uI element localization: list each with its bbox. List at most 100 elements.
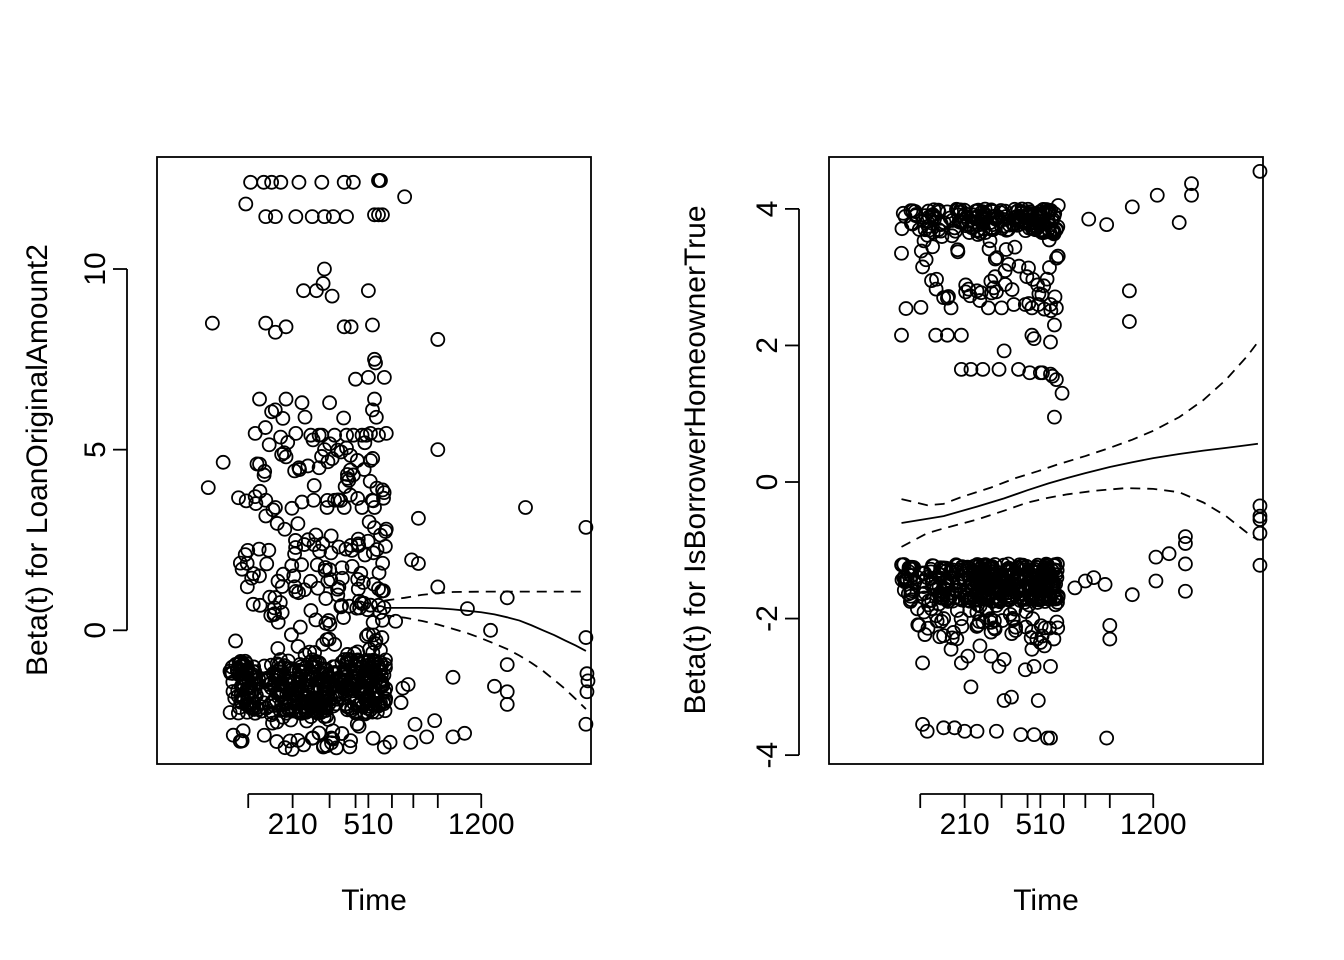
data-point-611 bbox=[232, 555, 248, 571]
data-point-480 bbox=[230, 662, 245, 678]
data-point-471 bbox=[361, 627, 376, 642]
data-point-672 bbox=[944, 228, 960, 244]
data-point-788 bbox=[1017, 662, 1033, 678]
data-point-689 bbox=[288, 209, 304, 225]
data-point-768 bbox=[1178, 536, 1193, 551]
data-point-445 bbox=[923, 601, 939, 617]
data-point-446 bbox=[1047, 591, 1063, 607]
data-point-405 bbox=[377, 657, 393, 673]
data-point-649 bbox=[1042, 260, 1057, 275]
data-point-688 bbox=[267, 209, 283, 225]
data-point-626 bbox=[336, 410, 352, 426]
data-point-766 bbox=[1161, 546, 1177, 562]
data-point-746 bbox=[936, 290, 952, 306]
data-point-511 bbox=[342, 739, 358, 755]
data-point-543 bbox=[239, 579, 255, 595]
data-point-686 bbox=[238, 196, 254, 212]
data-point-578 bbox=[234, 561, 250, 577]
data-point-512 bbox=[321, 631, 337, 647]
data-point-485 bbox=[303, 709, 319, 725]
data-point-492 bbox=[284, 627, 299, 643]
data-point-479 bbox=[235, 723, 251, 739]
data-point-608 bbox=[349, 600, 365, 616]
data-point-699 bbox=[1047, 289, 1063, 305]
data-point-517 bbox=[234, 733, 250, 749]
data-point-687 bbox=[258, 209, 274, 225]
data-point-715 bbox=[1099, 217, 1115, 233]
data-point-760 bbox=[1097, 577, 1113, 592]
data-point-785 bbox=[457, 725, 473, 741]
data-point-729 bbox=[996, 343, 1012, 359]
data-point-763 bbox=[1124, 587, 1140, 603]
data-point-475 bbox=[349, 716, 365, 732]
data-point-781 bbox=[963, 679, 979, 695]
data-point-427 bbox=[946, 625, 961, 640]
data-point-414 bbox=[1008, 623, 1023, 638]
y-tick-label: 10 bbox=[79, 252, 112, 285]
data-point-691 bbox=[317, 209, 332, 225]
data-point-659 bbox=[238, 493, 254, 509]
data-point-388 bbox=[982, 560, 998, 575]
data-point-488 bbox=[235, 689, 251, 704]
data-point-668 bbox=[261, 437, 277, 453]
data-point-751 bbox=[1006, 297, 1022, 312]
data-point-693 bbox=[1001, 256, 1017, 272]
data-point-638 bbox=[989, 250, 1005, 266]
x-tick-label: 210 bbox=[940, 808, 990, 841]
data-point-679 bbox=[291, 174, 307, 190]
data-point-773 bbox=[499, 696, 515, 712]
data-point-697 bbox=[397, 189, 413, 205]
data-point-749 bbox=[341, 472, 357, 488]
data-point-459 bbox=[904, 568, 919, 583]
data-point-452 bbox=[297, 647, 313, 663]
data-point-418 bbox=[949, 573, 965, 589]
data-point-648 bbox=[1041, 232, 1057, 248]
data-point-504 bbox=[316, 738, 332, 754]
upper-confidence-band bbox=[901, 341, 1259, 507]
data-point-494 bbox=[351, 718, 367, 734]
data-point-436 bbox=[277, 658, 293, 673]
data-point-714 bbox=[376, 369, 392, 385]
data-point-774 bbox=[445, 669, 461, 685]
data-point-449 bbox=[929, 613, 945, 629]
data-point-577 bbox=[344, 558, 360, 574]
data-point-477 bbox=[364, 696, 380, 712]
data-point-667 bbox=[919, 213, 935, 229]
data-point-719 bbox=[1121, 314, 1137, 329]
data-point-465 bbox=[309, 684, 325, 700]
data-point-515 bbox=[291, 681, 307, 696]
data-point-720 bbox=[1050, 198, 1066, 213]
data-point-678 bbox=[273, 174, 289, 190]
data-point-741 bbox=[252, 456, 267, 472]
data-point-770 bbox=[1178, 583, 1193, 599]
data-point-728 bbox=[303, 427, 319, 443]
data-point-740 bbox=[1048, 372, 1064, 387]
data-point-667 bbox=[365, 451, 381, 466]
y-tick-label: 0 bbox=[751, 474, 784, 491]
data-point-710 bbox=[1252, 163, 1268, 179]
data-point-435 bbox=[340, 647, 355, 662]
data-point-404 bbox=[932, 566, 948, 582]
data-point-653 bbox=[998, 242, 1014, 257]
data-point-767 bbox=[430, 579, 446, 595]
data-point-500 bbox=[309, 654, 325, 670]
data-point-411 bbox=[920, 620, 936, 636]
data-point-674 bbox=[1004, 282, 1020, 297]
data-point-704 bbox=[204, 315, 220, 331]
data-point-685 bbox=[373, 173, 388, 188]
data-point-438 bbox=[270, 641, 286, 656]
data-point-518 bbox=[266, 607, 282, 623]
data-point-745 bbox=[924, 273, 939, 288]
data-point-623 bbox=[306, 478, 322, 493]
data-point-387 bbox=[346, 681, 362, 697]
data-point-733 bbox=[991, 361, 1007, 377]
data-point-343 bbox=[915, 574, 931, 589]
data-point-501 bbox=[318, 615, 334, 631]
y-axis-title: Beta(t) for LoanOriginalAmount2 bbox=[21, 244, 54, 676]
data-point-682 bbox=[345, 174, 361, 190]
data-point-748 bbox=[969, 283, 985, 299]
data-point-761 bbox=[378, 521, 394, 537]
data-point-682 bbox=[913, 299, 929, 315]
data-point-655 bbox=[376, 490, 391, 506]
data-point-675 bbox=[928, 281, 944, 297]
